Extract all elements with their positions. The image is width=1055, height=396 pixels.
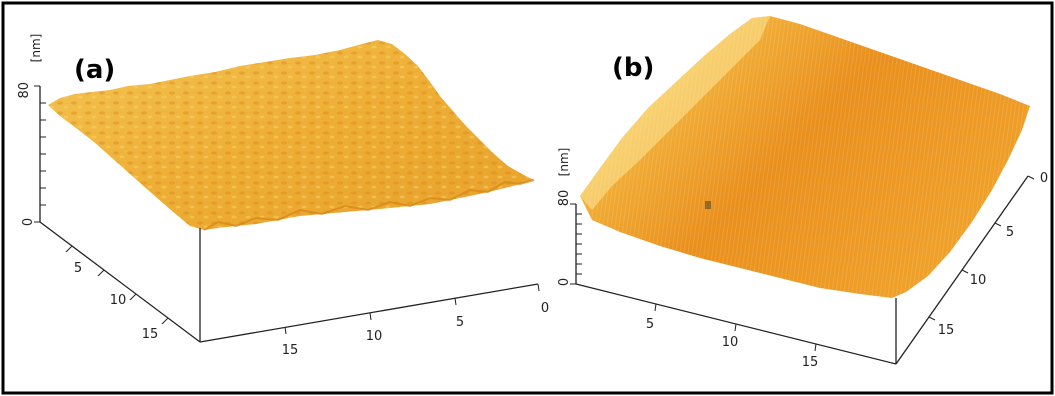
panel-a-z-minor-ticks <box>34 85 46 223</box>
panel-b-right-tick-15: 15 <box>938 323 955 338</box>
panel-a-left-tick-10: 10 <box>110 293 127 308</box>
panel-b-bottom-tick-10: 10 <box>722 335 739 350</box>
panel-a-bottom-axis-ticks <box>284 283 540 335</box>
panel-a-left-tick-5: 5 <box>74 261 82 276</box>
panel-b-z-tick-bottom: 0 <box>557 278 572 286</box>
panel-a: (a) 80 0 [nm] 5 10 15 15 10 5 0 <box>17 34 549 358</box>
panel-b-bottom-axis-ticks <box>654 303 817 352</box>
panel-a-z-unit: [nm] <box>29 34 43 63</box>
panel-a-surface-texture <box>48 40 534 230</box>
panel-a-bottom-tick-0: 0 <box>541 301 549 316</box>
panel-a-left-tick-15: 15 <box>142 327 159 342</box>
panel-b-z-tick-top: 80 <box>557 190 572 207</box>
panel-a-bottom-tick-15: 15 <box>282 343 299 358</box>
panel-b-right-axis-ticks <box>928 175 1035 321</box>
panel-a-left-axis <box>39 221 201 343</box>
panel-b-label: (b) <box>612 53 654 83</box>
panel-a-bottom-axis <box>199 283 539 343</box>
panel-a-left-axis-ticks <box>65 245 169 325</box>
panel-a-bottom-tick-10: 10 <box>366 329 383 344</box>
panel-b-z-unit: [nm] <box>557 148 571 177</box>
panel-a-edge-shading <box>203 179 535 231</box>
panel-b-bottom-tick-15: 15 <box>802 355 819 370</box>
panel-b-right-tick-10: 10 <box>970 273 987 288</box>
panel-a-label: (a) <box>74 55 115 85</box>
panel-b-z-minor-ticks <box>570 203 582 285</box>
panel-b-bottom-tick-5: 5 <box>646 317 654 332</box>
panel-a-z-tick-top: 80 <box>17 82 32 99</box>
panel-a-z-tick-bottom: 0 <box>21 218 36 226</box>
panel-b-right-tick-5: 5 <box>1006 225 1014 240</box>
panel-b-right-tick-0: 0 <box>1040 171 1048 186</box>
panel-a-bottom-tick-5: 5 <box>456 315 464 330</box>
panel-b-defect <box>705 201 711 209</box>
panel-b-highlight <box>580 16 770 210</box>
panel-b: (b) 80 0 [nm] 5 10 15 0 5 10 15 <box>557 16 1048 370</box>
panel-b-surface-texture <box>580 16 1030 298</box>
